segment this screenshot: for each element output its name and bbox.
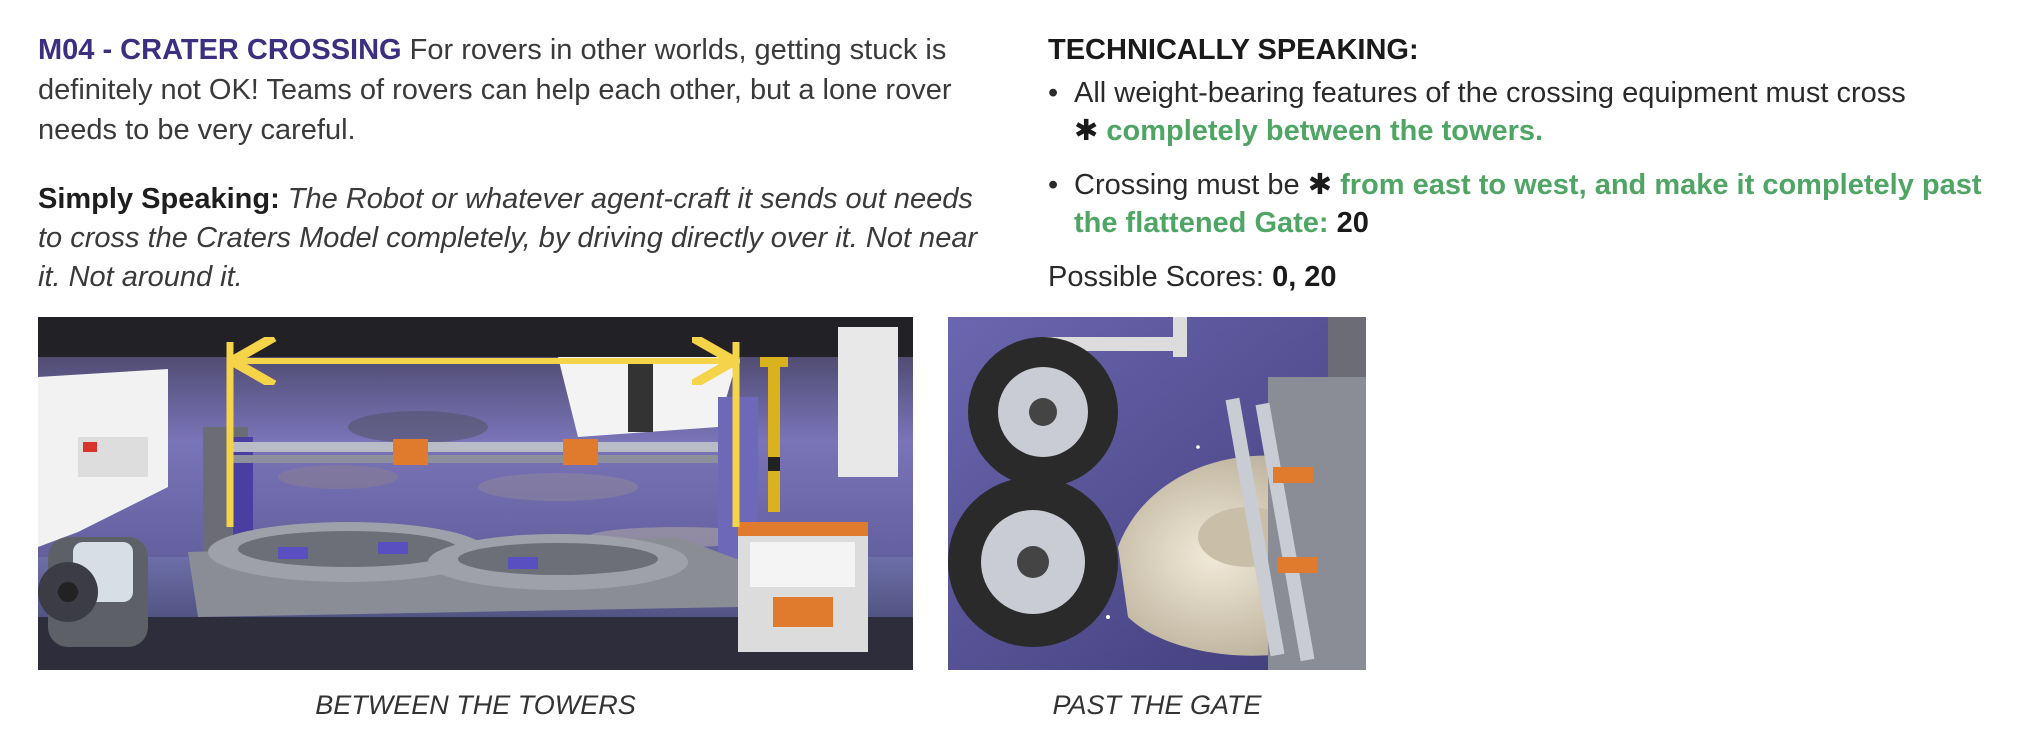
rover-wheels-photo [948, 317, 1366, 670]
possible-scores-label: Possible Scores: [1048, 261, 1264, 293]
simply-speaking-text: The Robot or whatever agent-craft it sen… [38, 183, 978, 293]
mission-intro-text: For rovers in other worlds, getting stuc… [38, 34, 952, 146]
possible-scores: Possible Scores: 0, 20 [1048, 258, 2008, 296]
bullet-icon: • [1048, 77, 1059, 109]
rule-text: All weight-bearing features of the cross… [1074, 77, 1906, 109]
rule-text: Crossing must be [1074, 169, 1300, 201]
rule-highlight: completely between the towers. [1106, 115, 1544, 147]
rule-points: 20 [1336, 207, 1369, 239]
technical-column: TECHNICALLY SPEAKING: • All weight-beari… [1048, 30, 2008, 296]
star-icon: ✱ [1074, 115, 1099, 147]
simply-speaking: Simply Speaking: The Robot or whatever a… [38, 180, 998, 297]
technically-speaking-heading: TECHNICALLY SPEAKING: [1048, 34, 1419, 66]
rule-item: • Crossing must be ✱ from east to west, … [1048, 166, 2008, 242]
crater-model-photo [38, 317, 913, 670]
photo-caption: BETWEEN THE TOWERS [315, 690, 636, 720]
intro-column: M04 - CRATER CROSSING For rovers in othe… [38, 30, 998, 297]
mission-intro: M04 - CRATER CROSSING For rovers in othe… [38, 30, 998, 150]
star-icon: ✱ [1307, 169, 1333, 201]
bullet-icon: • [1048, 169, 1059, 201]
photo-caption: PAST THE GATE [1052, 690, 1262, 720]
mission-title: M04 - CRATER CROSSING [38, 34, 402, 66]
rules-list: • All weight-bearing features of the cro… [1048, 74, 2008, 242]
possible-scores-value: 0, 20 [1272, 261, 1337, 293]
rule-item: • All weight-bearing features of the cro… [1048, 74, 2008, 150]
simply-speaking-label: Simply Speaking: [38, 183, 280, 215]
rule-highlight: from east to west, and make it completel… [1074, 169, 1982, 239]
